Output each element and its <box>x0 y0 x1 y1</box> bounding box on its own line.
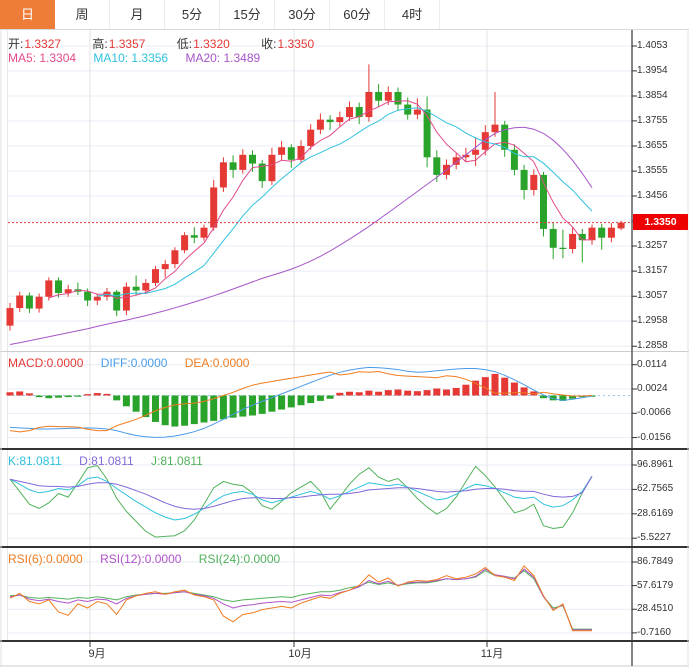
tab-week[interactable]: 周 <box>55 0 110 29</box>
tab-60min[interactable]: 60分 <box>330 0 385 29</box>
tab-day[interactable]: 日 <box>0 0 55 29</box>
interval-tabbar: 日 周 月 5分 15分 30分 60分 4时 <box>0 0 689 30</box>
tab-30min[interactable]: 30分 <box>275 0 330 29</box>
tab-4hour[interactable]: 4时 <box>385 0 440 29</box>
tab-15min[interactable]: 15分 <box>220 0 275 29</box>
tab-5min[interactable]: 5分 <box>165 0 220 29</box>
tab-month[interactable]: 月 <box>110 0 165 29</box>
